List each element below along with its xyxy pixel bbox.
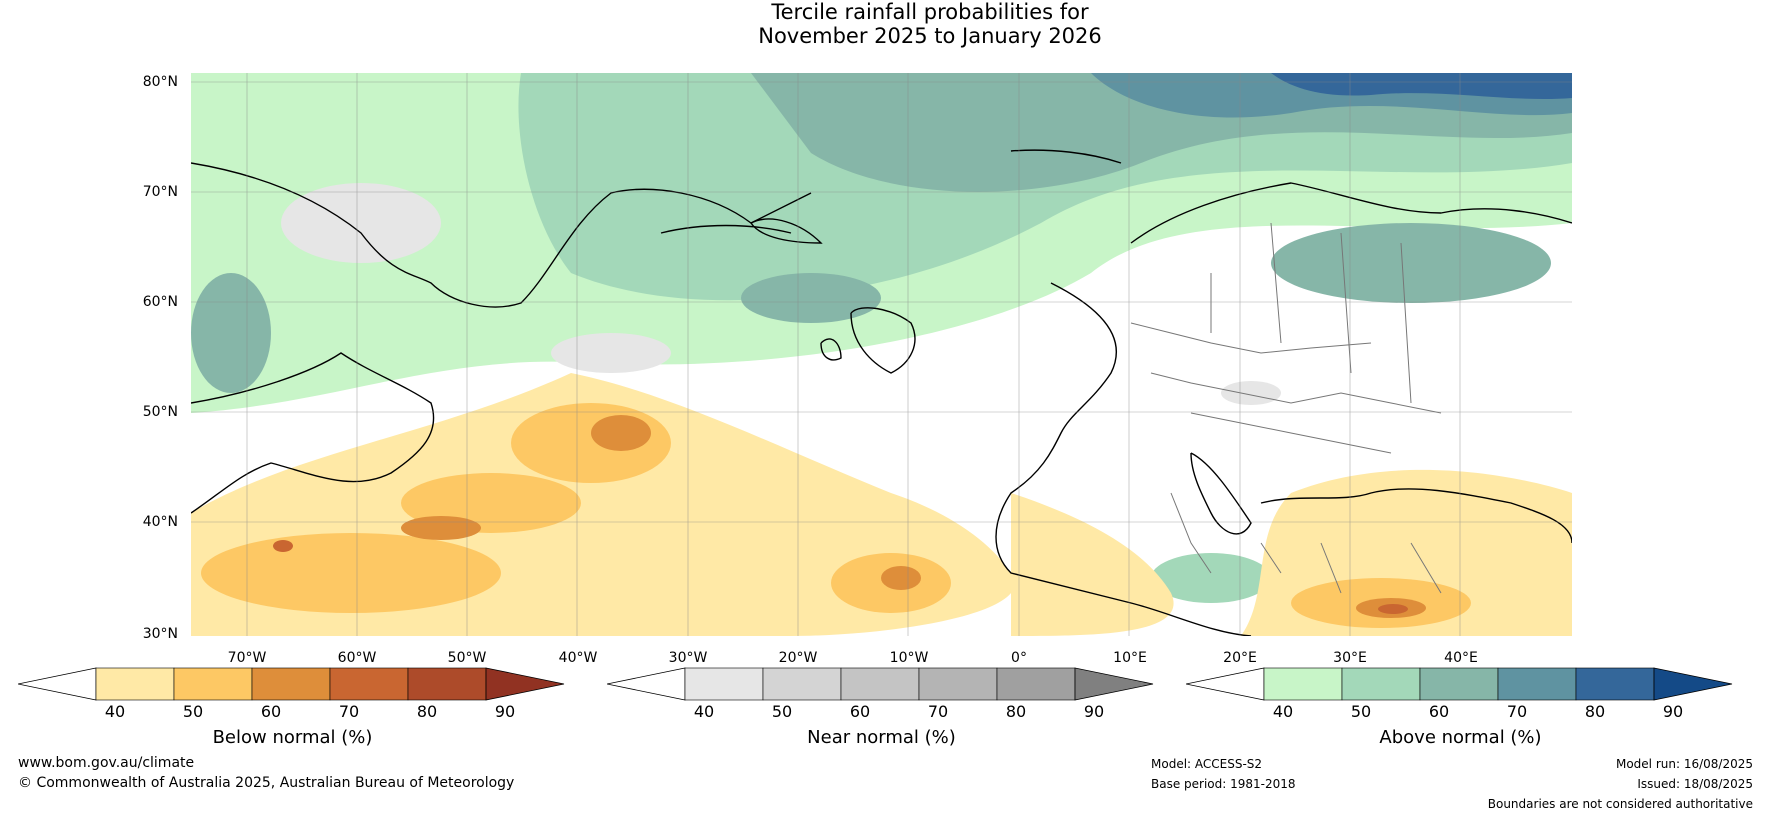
footer-disclaimer: Boundaries are not considered authoritat… — [1487, 797, 1753, 811]
lon-label-40w: 40°W — [558, 650, 598, 666]
colorbar-swatch — [762, 667, 842, 701]
graticule — [191, 73, 1572, 636]
colorbar-swatch — [684, 667, 764, 701]
colorbar-tick: 50 — [771, 702, 793, 721]
above-normal-region — [741, 273, 881, 323]
colorbar-tick: 40 — [693, 702, 715, 721]
lat-label-60n: 60°N — [142, 294, 178, 310]
country-borders — [1130, 222, 1442, 594]
near-normal-region — [281, 183, 441, 263]
footer-model: Model: ACCESS-S2 — [1151, 757, 1263, 771]
footer-copyright: © Commonwealth of Australia 2025, Austra… — [18, 775, 515, 791]
above-normal-region — [1271, 73, 1572, 100]
near-normal-region — [1221, 381, 1281, 405]
colorbar-swatch — [996, 667, 1076, 701]
colorbar-tick: 60 — [849, 702, 871, 721]
below-normal-region — [1378, 604, 1408, 614]
colorbar-above-swatches — [1185, 667, 1733, 701]
lat-label-80n: 80°N — [142, 74, 178, 90]
colorbar-title: Near normal (%) — [807, 727, 956, 748]
colorbar-title: Above normal (%) — [1379, 727, 1542, 748]
colorbar-tick: 50 — [182, 702, 204, 721]
above-normal-region — [191, 273, 271, 393]
colorbar-tick: 90 — [1083, 702, 1105, 721]
title-line-1: Tercile rainfall probabilities for — [771, 0, 1089, 24]
colorbar-tick: 70 — [927, 702, 949, 721]
colorbar-swatch — [95, 667, 175, 701]
colorbar-swatch — [1419, 667, 1499, 701]
colorbar-tick: 40 — [1272, 702, 1294, 721]
lon-label-20e: 20°E — [1223, 650, 1257, 666]
above-normal-region — [1151, 553, 1271, 603]
colorbar-title: Below normal (%) — [212, 727, 373, 748]
colorbar-swatch — [1185, 667, 1265, 701]
lon-label-20w: 20°W — [778, 650, 818, 666]
below-normal-region — [591, 415, 651, 451]
map-canvas — [191, 73, 1572, 636]
lon-label-10e: 10°E — [1113, 650, 1147, 666]
colorbar-tick: 70 — [338, 702, 360, 721]
below-normal-region — [401, 516, 481, 540]
footer-issued: Issued: 18/08/2025 — [1637, 777, 1753, 791]
lon-label-70w: 70°W — [227, 650, 267, 666]
colorbar-swatch — [1074, 667, 1154, 701]
lon-label-30e: 30°E — [1333, 650, 1367, 666]
below-normal-region — [881, 566, 921, 590]
below-normal-region — [201, 533, 501, 613]
colorbar-above-normal: 40 50 60 70 80 90 Above normal (%) — [1185, 667, 1735, 757]
colorbar-tick: 50 — [1350, 702, 1372, 721]
lat-label-70n: 70°N — [142, 184, 178, 200]
title-line-2: November 2025 to January 2026 — [758, 24, 1102, 48]
colorbar-swatch — [407, 667, 487, 701]
colorbar-swatch — [918, 667, 998, 701]
lon-label-30w: 30°W — [668, 650, 708, 666]
footer-model-run: Model run: 16/08/2025 — [1615, 757, 1753, 771]
colorbar-tick: 60 — [1428, 702, 1450, 721]
colorbar-near-normal: 40 50 60 70 80 90 Near normal (%) — [606, 667, 1156, 757]
colorbar-swatch — [17, 667, 97, 701]
colorbar-swatch — [251, 667, 331, 701]
colorbar-below-swatches — [17, 667, 565, 701]
footer-url: www.bom.gov.au/climate — [18, 755, 195, 771]
colorbar-swatch — [840, 667, 920, 701]
colorbar-swatch — [606, 667, 686, 701]
below-normal-region — [273, 540, 293, 552]
lon-label-60w: 60°W — [337, 650, 377, 666]
map-title: Tercile rainfall probabilities for Novem… — [0, 0, 1770, 48]
below-normal-region — [1011, 493, 1174, 636]
lat-label-40n: 40°N — [142, 514, 178, 530]
probability-map — [191, 73, 1572, 636]
colorbar-tick: 90 — [494, 702, 516, 721]
lon-label-50w: 50°W — [447, 650, 487, 666]
colorbar-swatch — [329, 667, 409, 701]
colorbar-swatch — [1263, 667, 1343, 701]
lat-label-50n: 50°N — [142, 404, 178, 420]
colorbar-swatch — [1575, 667, 1655, 701]
colorbar-tick: 80 — [1005, 702, 1027, 721]
coastlines — [191, 149, 1572, 636]
colorbar-tick: 60 — [260, 702, 282, 721]
lat-label-30n: 30°N — [142, 626, 178, 642]
footer-base-period: Base period: 1981-2018 — [1151, 777, 1296, 791]
colorbar-near-swatches — [606, 667, 1154, 701]
colorbar-swatch — [485, 667, 565, 701]
colorbar-below-normal: 40 50 60 70 80 90 Below normal (%) — [17, 667, 567, 757]
colorbar-swatch — [1653, 667, 1733, 701]
lon-label-0: 0° — [1011, 650, 1027, 666]
colorbar-tick: 80 — [416, 702, 438, 721]
colorbar-tick: 80 — [1584, 702, 1606, 721]
colorbar-swatch — [1341, 667, 1421, 701]
colorbar-swatch — [173, 667, 253, 701]
colorbar-swatch — [1497, 667, 1577, 701]
lon-label-40e: 40°E — [1444, 650, 1478, 666]
colorbar-tick: 70 — [1506, 702, 1528, 721]
colorbar-tick: 40 — [104, 702, 126, 721]
above-normal-region — [1271, 223, 1551, 303]
near-normal-region — [551, 333, 671, 373]
colorbar-tick: 90 — [1662, 702, 1684, 721]
below-normal-region — [511, 403, 671, 483]
lon-label-10w: 10°W — [889, 650, 929, 666]
